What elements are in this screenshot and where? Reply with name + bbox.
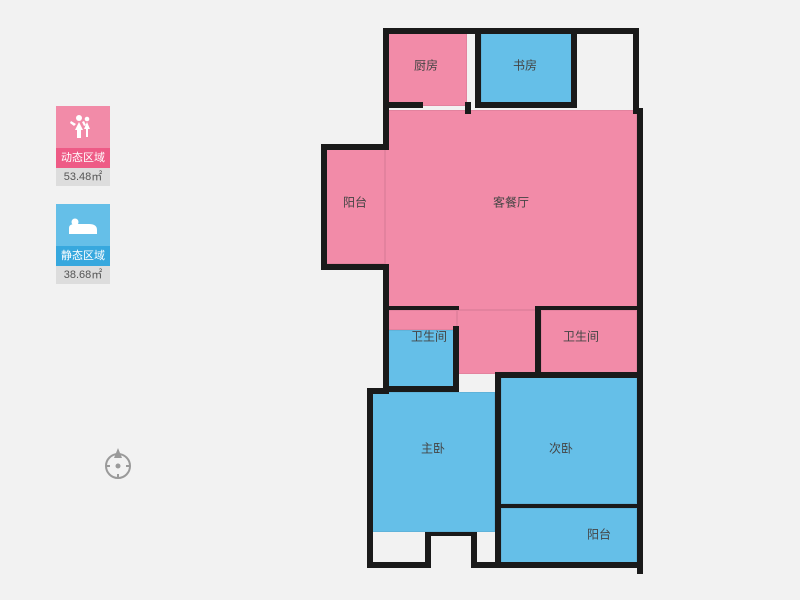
legend-static: 静态区域 38.68㎡ [56,204,110,284]
room-master [371,392,495,532]
wall-1 [383,28,389,148]
wall-14 [425,532,475,536]
wall-23 [475,102,575,108]
wall-31 [495,372,501,506]
wall-8 [321,264,387,270]
room-entry_notch [431,534,473,564]
wall-19 [495,504,643,508]
compass-icon [100,446,136,482]
room-label-living: 客餐厅 [493,194,529,211]
wall-18 [495,562,643,568]
legend: 动态区域 53.48㎡ 静态区域 38.68㎡ [56,106,116,302]
room-label-bath_e: 卫生间 [563,328,599,345]
room-label-balcony_w: 阳台 [343,194,367,211]
legend-dynamic-label: 动态区域 [56,148,110,168]
room-balcony_s [501,508,637,564]
wall-28 [383,386,459,392]
legend-static-value: 38.68㎡ [56,266,110,284]
room-label-bath_w: 卫生间 [411,328,447,345]
wall-27 [453,326,459,390]
wall-0 [383,28,639,34]
wall-9 [383,264,389,388]
wall-7 [321,144,327,268]
room-label-second: 次卧 [549,440,573,457]
wall-29 [535,306,541,374]
room-label-study: 书房 [513,57,537,74]
wall-17 [495,504,501,568]
wall-26 [535,306,639,310]
wall-24 [571,28,577,108]
people-icon [56,106,110,148]
legend-static-label: 静态区域 [56,246,110,266]
wall-13 [425,532,431,568]
wall-21 [383,102,423,108]
wall-2 [633,28,639,108]
wall-25 [383,306,459,310]
room-corridor [457,310,541,374]
wall-22 [475,28,481,108]
wall-12 [367,562,431,568]
room-label-balcony_s: 阳台 [587,526,611,543]
room-label-kitchen: 厨房 [414,57,438,74]
wall-30 [495,372,643,378]
sleep-icon [56,204,110,246]
floorplan: 厨房书房阳台客餐厅卫生间卫生间主卧次卧阳台 [325,18,655,582]
wall-6 [321,144,387,150]
legend-dynamic-value: 53.48㎡ [56,168,110,186]
room-label-master: 主卧 [421,440,445,457]
wall-11 [367,388,373,566]
wall-20 [465,102,471,114]
legend-dynamic: 动态区域 53.48㎡ [56,106,110,186]
